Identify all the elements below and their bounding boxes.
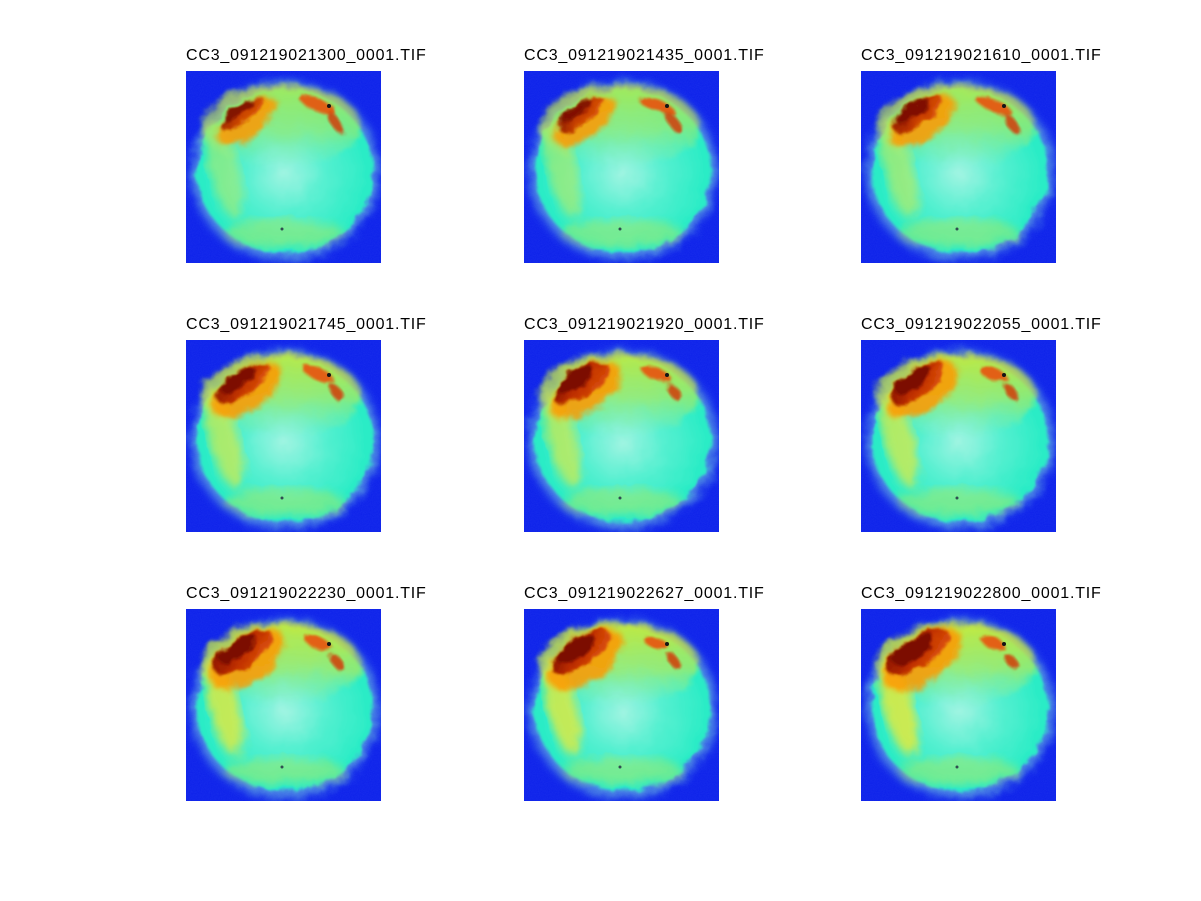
allsky-thermal-image	[861, 609, 1056, 801]
allsky-thermal-image	[186, 340, 381, 532]
image-title: CC3_091219021610_0001.TIF	[861, 47, 1102, 64]
image-title: CC3_091219022800_0001.TIF	[861, 585, 1102, 602]
allsky-thermal-image	[186, 609, 381, 801]
image-panel: CC3_091219021300_0001.TIF	[186, 46, 486, 263]
allsky-thermal-image	[186, 71, 381, 263]
allsky-thermal-image	[524, 71, 719, 263]
image-title: CC3_091219021745_0001.TIF	[186, 316, 427, 333]
image-panel: CC3_091219021745_0001.TIF	[186, 315, 486, 532]
image-panel: CC3_091219021610_0001.TIF	[861, 46, 1161, 263]
image-panel: CC3_091219022627_0001.TIF	[524, 584, 824, 801]
image-panel: CC3_091219022230_0001.TIF	[186, 584, 486, 801]
image-title: CC3_091219021300_0001.TIF	[186, 47, 427, 64]
allsky-thermal-image	[861, 340, 1056, 532]
image-title: CC3_091219022627_0001.TIF	[524, 585, 765, 602]
image-title: CC3_091219022230_0001.TIF	[186, 585, 427, 602]
image-title: CC3_091219021435_0001.TIF	[524, 47, 765, 64]
allsky-thermal-image	[524, 609, 719, 801]
image-panel: CC3_091219022800_0001.TIF	[861, 584, 1161, 801]
image-title: CC3_091219022055_0001.TIF	[861, 316, 1102, 333]
allsky-thermal-image	[861, 71, 1056, 263]
image-title: CC3_091219021920_0001.TIF	[524, 316, 765, 333]
image-panel: CC3_091219022055_0001.TIF	[861, 315, 1161, 532]
image-panel: CC3_091219021435_0001.TIF	[524, 46, 824, 263]
image-panel: CC3_091219021920_0001.TIF	[524, 315, 824, 532]
allsky-thermal-image	[524, 340, 719, 532]
